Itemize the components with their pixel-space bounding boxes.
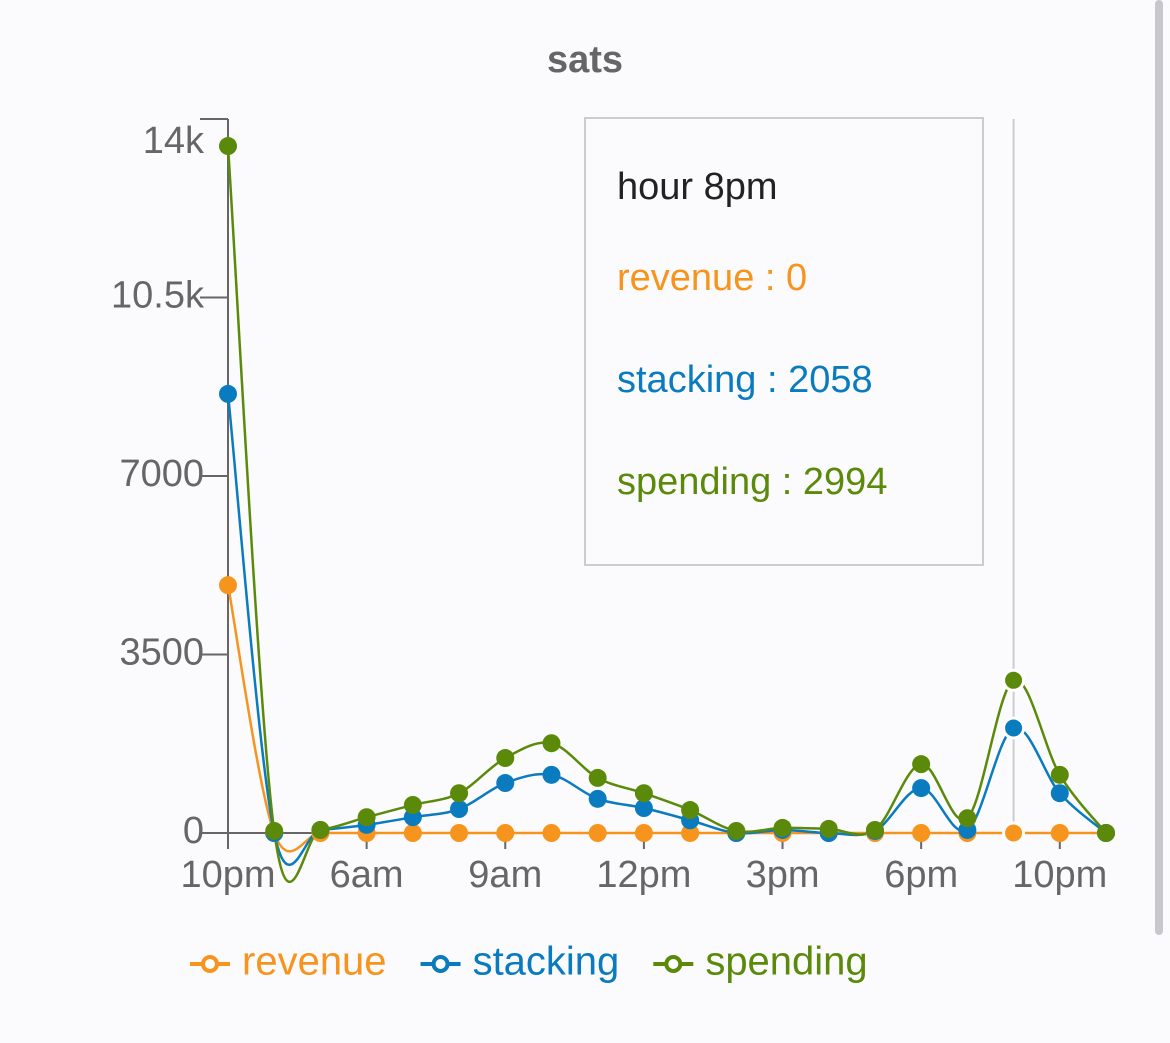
data-point (1050, 784, 1069, 803)
y-tick-label: 14k (143, 120, 205, 162)
legend-item: stacking (420, 940, 620, 984)
chart-title: sats (547, 39, 623, 81)
tooltip-title: hour 8pm (617, 166, 778, 208)
x-tick-label: 6am (330, 854, 404, 896)
x-tick-label: 3pm (746, 854, 820, 896)
legend-item: revenue (190, 940, 387, 984)
data-point (496, 824, 515, 842)
legend-marker (201, 955, 219, 973)
tooltip-line: revenue : 0 (617, 257, 807, 299)
data-point (727, 821, 746, 840)
y-tick-label: 3500 (119, 632, 204, 674)
data-point (1002, 821, 1026, 845)
data-point (496, 774, 515, 793)
data-point (912, 755, 931, 774)
y-tick-label: 10.5k (111, 275, 205, 317)
legend-marker (664, 955, 683, 973)
x-tick-label: 10pm (1012, 854, 1107, 896)
data-point (773, 818, 792, 837)
legend-item: spending (653, 940, 868, 984)
data-point (634, 784, 653, 803)
y-tick-label: 0 (183, 810, 204, 852)
tooltip-line: stacking : 2058 (617, 359, 873, 401)
legend-marker (431, 955, 450, 973)
data-point (681, 801, 700, 820)
tooltip: hour 8pm revenue : 0 stacking : 2058 spendi… (584, 117, 984, 566)
data-point (1050, 824, 1069, 842)
x-tick-label: 9am (468, 854, 542, 896)
x-tick-label: 12pm (596, 854, 691, 896)
data-point (311, 820, 330, 839)
data-point (265, 821, 284, 840)
data-point (542, 734, 561, 753)
data-point (219, 384, 237, 403)
data-point (912, 824, 931, 842)
data-point (865, 820, 884, 839)
x-tick-label: 10pm (180, 854, 275, 896)
data-point (403, 824, 422, 842)
data-point (634, 824, 653, 842)
data-point (588, 824, 607, 842)
tooltip-box (584, 117, 984, 566)
data-point (542, 824, 561, 842)
data-point (1097, 824, 1115, 842)
y-tick-label: 7000 (119, 453, 204, 495)
scrollbar[interactable] (1155, 0, 1163, 935)
data-point (912, 779, 931, 798)
legend-label: stacking (473, 940, 620, 984)
x-tick-label: 6pm (884, 854, 958, 896)
legend-label: revenue (242, 940, 387, 984)
data-point (496, 749, 515, 768)
data-point (450, 800, 469, 819)
data-point (450, 824, 469, 842)
data-point (450, 784, 469, 803)
data-point (542, 765, 561, 784)
data-point (588, 789, 607, 808)
data-point (219, 137, 237, 156)
data-point (357, 808, 376, 827)
data-point (819, 819, 838, 838)
data-point (1002, 716, 1026, 740)
series-line (226, 584, 1106, 853)
data-point (1002, 668, 1026, 692)
data-point (634, 799, 653, 818)
data-point (219, 576, 237, 595)
data-point (958, 809, 977, 828)
legend-label: spending (705, 940, 867, 984)
data-point (681, 824, 700, 842)
data-point (1050, 765, 1069, 784)
data-point (588, 768, 607, 787)
data-point (403, 795, 422, 814)
tooltip-line: spending : 2994 (617, 461, 887, 503)
